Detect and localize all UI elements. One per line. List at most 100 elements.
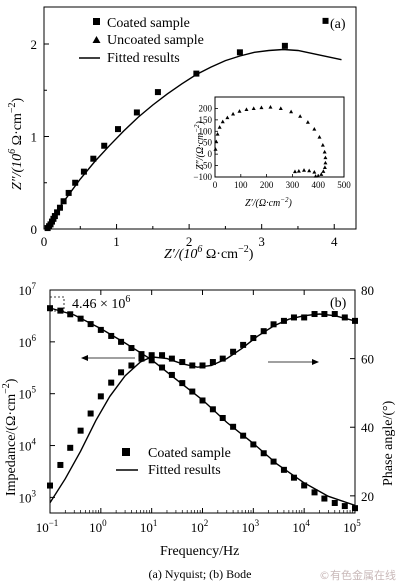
inset-x-tick-label: 500 xyxy=(337,180,351,190)
impedance-point xyxy=(159,364,166,371)
fitted-phase-line xyxy=(49,313,356,504)
phase-point xyxy=(209,359,216,366)
y-tick-label: 2 xyxy=(31,37,38,52)
uncoated-point xyxy=(312,127,317,131)
phase-point xyxy=(67,444,74,451)
uncoated-point xyxy=(231,111,236,116)
impedance-point xyxy=(240,432,247,439)
uncoated-point xyxy=(225,115,230,120)
phase-point xyxy=(97,393,104,400)
inset-y-tick-label: 200 xyxy=(199,103,213,113)
coated-point xyxy=(56,204,63,211)
impedance-point xyxy=(270,458,277,465)
impedance-point xyxy=(250,441,257,448)
legend-label-fitted: Fitted results xyxy=(107,51,180,66)
phase-point xyxy=(118,369,125,376)
bode-panel-label: (b) xyxy=(330,296,347,311)
coated-point xyxy=(115,126,122,133)
impedance-point xyxy=(77,315,84,322)
phase-point xyxy=(168,355,175,362)
phase-point xyxy=(280,317,287,324)
uncoated-point xyxy=(302,168,307,172)
fitted-curve-line xyxy=(44,48,342,230)
inset-x-tick-label: 0 xyxy=(213,180,218,190)
bode-left-tick-label: 103 xyxy=(19,488,37,505)
bode-panel: (b) 10−1 100 101 102 103 104 105 103 104 105 106 10… xyxy=(1,281,396,559)
bode-x-tick-label: 104 xyxy=(292,518,310,535)
uncoated-point xyxy=(296,169,301,173)
phase-point xyxy=(290,314,297,321)
bode-x-tick-label: 10−1 xyxy=(36,518,59,535)
nyquist-panel: (a) 0 1 2 3 4 0 1 2 Coated sample Uncoated samp… xyxy=(7,6,357,262)
uncoated-point xyxy=(220,119,225,124)
inset-x-tick-label: 200 xyxy=(260,180,274,190)
impedance-point xyxy=(189,388,196,395)
bode-legend: Coated sample Fitted results xyxy=(116,446,231,478)
coated-point xyxy=(101,142,108,149)
uncoated-point xyxy=(322,165,327,169)
uncoated-point xyxy=(289,109,294,114)
watermark: ©有色金属在线 xyxy=(319,569,396,582)
impedance-point xyxy=(179,380,186,387)
bode-left-tick-label: 107 xyxy=(19,281,37,298)
impedance-point xyxy=(108,332,115,339)
phase-point xyxy=(230,348,237,355)
bode-left-tick-label: 105 xyxy=(19,385,37,402)
figure-caption: (a) Nyquist; (b) Bode xyxy=(148,567,252,581)
phase-point xyxy=(57,461,64,468)
inset-y-tick-label: 0 xyxy=(208,149,213,159)
impedance-point xyxy=(290,474,297,481)
phase-point xyxy=(311,311,318,318)
legend-marker-coated xyxy=(93,18,100,25)
coated-point xyxy=(54,209,61,216)
impedance-point xyxy=(219,414,226,421)
coated-point xyxy=(60,198,67,205)
uncoated-point xyxy=(244,107,249,111)
y-tick-label: 0 xyxy=(31,222,38,237)
impedance-point xyxy=(57,307,64,314)
uncoated-point xyxy=(323,160,328,165)
legend-marker-uncoated xyxy=(92,36,101,43)
bode-right-tick-label: 40 xyxy=(361,420,374,435)
phase-point xyxy=(47,482,53,489)
uncoated-point xyxy=(259,105,264,110)
uncoated-point xyxy=(268,105,273,109)
bode-right-tick-label: 60 xyxy=(361,352,374,367)
phase-point xyxy=(219,355,226,362)
impedance-point xyxy=(128,345,135,352)
coated-point xyxy=(90,155,97,162)
x-tick-label: 2 xyxy=(186,234,193,249)
impedance-point xyxy=(168,371,175,378)
uncoated-point xyxy=(323,155,328,160)
phase-point xyxy=(108,379,115,386)
phase-point xyxy=(199,362,206,369)
phase-point xyxy=(240,341,247,348)
nyquist-x-axis-label: Z′/(106 Ω·cm−2) xyxy=(164,244,254,262)
bode-x-tick-label: 105 xyxy=(343,518,361,535)
uncoated-point xyxy=(317,135,322,139)
phase-point xyxy=(128,362,135,369)
uncoated-point xyxy=(316,173,321,178)
impedance-point xyxy=(311,489,318,496)
impedance-point xyxy=(331,499,338,506)
coated-point xyxy=(236,49,243,56)
phase-point xyxy=(331,311,338,318)
inset-y-tick-label: −100 xyxy=(193,172,212,182)
impedance-point xyxy=(301,482,308,489)
bode-x-tick-label: 102 xyxy=(191,518,209,535)
bode-left-axis-label: Impedance/(Ω·cm−2) xyxy=(1,378,19,496)
legend-marker-coated-b xyxy=(122,448,130,456)
uncoated-point xyxy=(298,114,303,118)
phase-point xyxy=(77,427,84,434)
bode-right-axis-label: Phase angle/(°) xyxy=(381,400,396,486)
legend-label-coated: Coated sample xyxy=(107,16,190,31)
phase-point xyxy=(352,317,358,324)
phase-point xyxy=(270,321,277,328)
x-tick-label: 3 xyxy=(258,234,265,249)
bode-x-tick-label: 100 xyxy=(89,518,107,535)
arrow-head-right xyxy=(312,359,319,365)
phase-point xyxy=(321,311,328,318)
uncoated-point xyxy=(237,109,242,113)
impedance-point xyxy=(280,466,287,473)
